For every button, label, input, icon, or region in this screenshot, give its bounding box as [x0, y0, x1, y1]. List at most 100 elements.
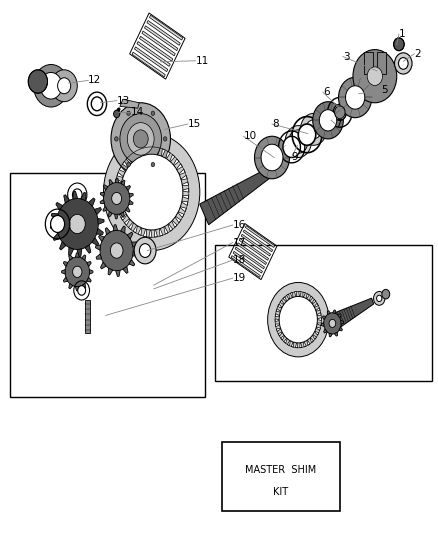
Polygon shape — [317, 318, 321, 320]
Polygon shape — [143, 229, 146, 237]
Polygon shape — [171, 221, 177, 228]
Polygon shape — [69, 255, 73, 260]
Polygon shape — [92, 238, 99, 246]
Polygon shape — [334, 332, 337, 336]
Polygon shape — [102, 206, 107, 212]
Bar — [376, 52, 385, 74]
Polygon shape — [120, 212, 124, 217]
Polygon shape — [298, 292, 300, 296]
Polygon shape — [114, 192, 120, 196]
Polygon shape — [114, 214, 118, 219]
Polygon shape — [151, 147, 154, 154]
Circle shape — [127, 163, 130, 167]
Polygon shape — [290, 342, 293, 347]
Circle shape — [261, 144, 283, 171]
Polygon shape — [157, 147, 159, 155]
Polygon shape — [100, 262, 106, 269]
Polygon shape — [278, 332, 282, 336]
Text: 3: 3 — [342, 52, 349, 61]
Polygon shape — [125, 207, 130, 212]
Polygon shape — [50, 223, 57, 230]
Circle shape — [127, 123, 154, 155]
Polygon shape — [73, 191, 78, 199]
Polygon shape — [134, 47, 167, 71]
Text: 19: 19 — [232, 273, 245, 283]
Polygon shape — [148, 230, 152, 237]
Polygon shape — [139, 36, 172, 61]
Polygon shape — [53, 233, 60, 240]
Polygon shape — [81, 284, 85, 289]
Polygon shape — [275, 313, 279, 317]
Polygon shape — [180, 207, 186, 212]
Polygon shape — [239, 239, 268, 260]
Polygon shape — [132, 251, 138, 256]
Text: MASTER  SHIM: MASTER SHIM — [244, 465, 316, 474]
Polygon shape — [121, 180, 125, 185]
Circle shape — [151, 163, 154, 167]
Polygon shape — [105, 228, 110, 235]
Polygon shape — [119, 167, 125, 172]
Polygon shape — [323, 329, 326, 333]
Polygon shape — [87, 277, 91, 282]
Polygon shape — [316, 323, 321, 326]
Polygon shape — [154, 230, 157, 237]
Text: KIT: KIT — [272, 487, 288, 497]
Polygon shape — [340, 320, 343, 324]
Text: 17: 17 — [232, 238, 245, 247]
Polygon shape — [145, 147, 148, 155]
Polygon shape — [129, 193, 133, 197]
Circle shape — [254, 136, 289, 179]
Polygon shape — [88, 198, 95, 206]
Polygon shape — [306, 340, 309, 345]
Polygon shape — [305, 294, 308, 299]
Polygon shape — [275, 319, 279, 321]
Text: 15: 15 — [187, 119, 201, 129]
Circle shape — [65, 257, 89, 287]
Bar — [11, 173, 205, 397]
Text: 10: 10 — [243, 131, 256, 141]
Polygon shape — [275, 324, 279, 327]
Polygon shape — [120, 99, 139, 108]
Circle shape — [91, 97, 102, 111]
Circle shape — [352, 50, 396, 103]
Polygon shape — [116, 204, 122, 209]
Polygon shape — [327, 311, 330, 314]
Polygon shape — [122, 161, 128, 168]
Polygon shape — [126, 185, 130, 191]
Polygon shape — [75, 253, 79, 257]
Circle shape — [373, 292, 384, 305]
Polygon shape — [321, 316, 325, 320]
Polygon shape — [321, 322, 323, 326]
Circle shape — [134, 237, 155, 264]
Polygon shape — [338, 327, 342, 331]
Polygon shape — [168, 224, 173, 231]
Circle shape — [288, 130, 307, 154]
Polygon shape — [131, 242, 137, 247]
Circle shape — [366, 67, 381, 85]
Polygon shape — [95, 245, 100, 251]
Polygon shape — [179, 169, 185, 175]
Polygon shape — [309, 338, 313, 343]
Circle shape — [28, 70, 47, 93]
Polygon shape — [299, 343, 301, 348]
Polygon shape — [312, 335, 316, 340]
Polygon shape — [180, 175, 187, 180]
Polygon shape — [295, 343, 297, 348]
Circle shape — [334, 106, 344, 119]
Polygon shape — [290, 292, 292, 297]
Text: 7: 7 — [335, 119, 341, 129]
Circle shape — [56, 198, 98, 249]
Polygon shape — [99, 235, 104, 241]
Polygon shape — [81, 192, 86, 200]
Circle shape — [111, 192, 121, 205]
Text: 13: 13 — [117, 95, 130, 106]
Polygon shape — [128, 222, 133, 230]
Circle shape — [103, 134, 199, 251]
Polygon shape — [63, 262, 67, 266]
Polygon shape — [233, 252, 262, 273]
Polygon shape — [175, 216, 180, 223]
Polygon shape — [87, 262, 91, 266]
Polygon shape — [120, 214, 127, 221]
Polygon shape — [103, 185, 108, 190]
Polygon shape — [337, 314, 340, 318]
